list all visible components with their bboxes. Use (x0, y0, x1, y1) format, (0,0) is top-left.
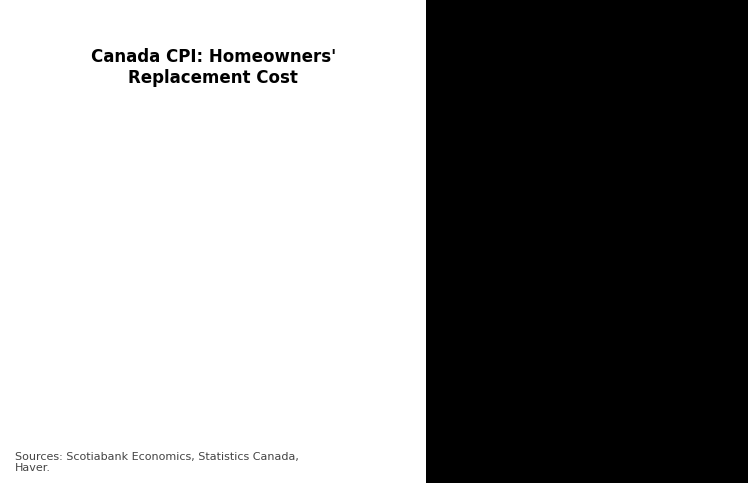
Text: CPI  homeowners'
replacement cost: CPI homeowners' replacement cost (139, 171, 244, 199)
Text: Sources: Scotiabank Economics, Statistics Canada,
Haver.: Sources: Scotiabank Economics, Statistic… (15, 452, 299, 473)
Text: m/m % change, SAAR: m/m % change, SAAR (60, 71, 188, 85)
Text: Canada CPI: Homeowners'
Replacement Cost: Canada CPI: Homeowners' Replacement Cost (91, 48, 336, 87)
